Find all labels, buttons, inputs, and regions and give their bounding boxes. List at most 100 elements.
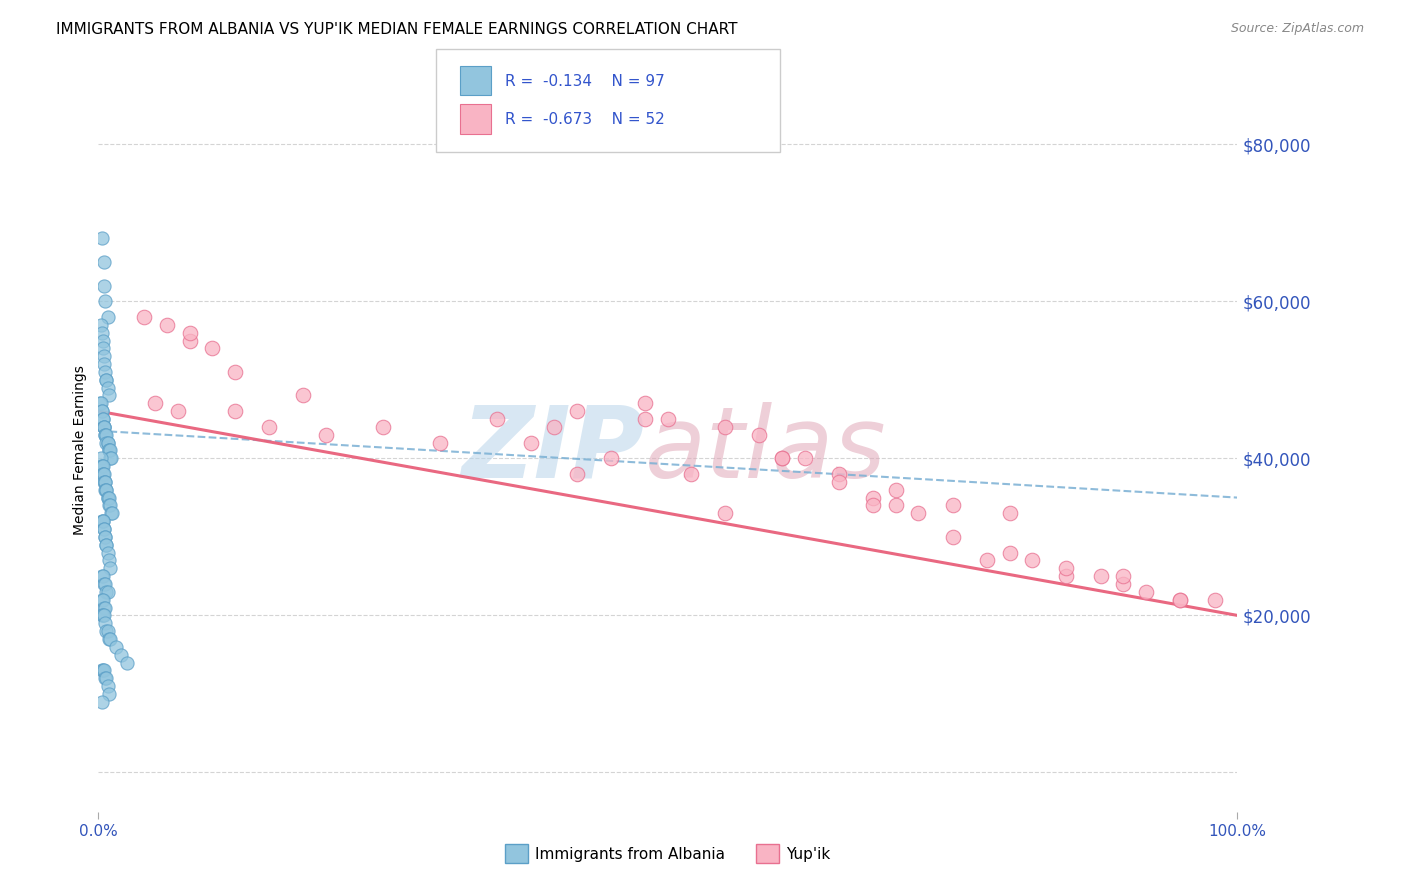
Point <box>94 530 117 544</box>
Point <box>486 412 509 426</box>
Point <box>96 624 118 639</box>
Point <box>94 530 117 544</box>
Point <box>96 538 118 552</box>
Point <box>104 640 127 654</box>
Point <box>828 467 851 481</box>
Point <box>96 435 118 450</box>
Point <box>90 451 112 466</box>
Point <box>90 404 112 418</box>
Text: IMMIGRANTS FROM ALBANIA VS YUP'IK MEDIAN FEMALE EARNINGS CORRELATION CHART: IMMIGRANTS FROM ALBANIA VS YUP'IK MEDIAN… <box>56 22 738 37</box>
Y-axis label: Median Female Earnings: Median Female Earnings <box>73 366 87 535</box>
Point <box>600 451 623 466</box>
Point <box>93 577 115 591</box>
Point <box>93 608 115 623</box>
Point <box>259 420 281 434</box>
Point <box>90 404 112 418</box>
Point <box>714 506 737 520</box>
Point <box>91 569 114 583</box>
Point <box>94 294 117 309</box>
Point <box>315 427 337 442</box>
Point <box>96 435 118 450</box>
Point <box>96 427 118 442</box>
Point <box>100 451 122 466</box>
Point <box>565 404 588 418</box>
Point <box>179 334 201 348</box>
Point <box>93 420 115 434</box>
Point <box>292 388 315 402</box>
Point <box>93 420 115 434</box>
Point <box>94 427 117 442</box>
Point <box>101 506 124 520</box>
Point <box>93 255 115 269</box>
Point <box>90 569 112 583</box>
Point <box>91 514 114 528</box>
Point <box>96 310 118 324</box>
Point <box>998 545 1021 559</box>
Point <box>90 318 112 332</box>
Point <box>98 451 121 466</box>
Point <box>91 342 114 356</box>
Point <box>90 459 112 474</box>
Point <box>90 695 112 709</box>
Point <box>543 420 565 434</box>
Point <box>97 443 120 458</box>
Point <box>1056 561 1078 575</box>
Point <box>90 231 112 245</box>
Point <box>770 451 793 466</box>
Point <box>91 334 114 348</box>
Point <box>115 656 138 670</box>
Point <box>98 499 121 513</box>
Point <box>224 404 246 418</box>
Point <box>97 553 120 567</box>
Point <box>96 671 118 685</box>
Point <box>1112 577 1135 591</box>
Point <box>93 522 115 536</box>
Point <box>679 467 702 481</box>
Point <box>110 648 132 662</box>
Point <box>770 451 793 466</box>
Point <box>884 483 907 497</box>
Point <box>93 349 115 363</box>
Point <box>90 592 112 607</box>
Point <box>862 491 884 505</box>
Point <box>96 584 118 599</box>
Point <box>90 608 112 623</box>
Point <box>93 278 115 293</box>
Point <box>942 499 965 513</box>
Point <box>96 491 118 505</box>
Point <box>224 365 246 379</box>
Point <box>520 435 543 450</box>
Point <box>167 404 190 418</box>
Text: atlas: atlas <box>645 402 887 499</box>
Point <box>96 483 118 497</box>
Point <box>90 459 112 474</box>
Point <box>96 538 118 552</box>
Point <box>132 310 155 324</box>
Point <box>94 616 117 631</box>
Point <box>91 459 114 474</box>
Point <box>942 530 965 544</box>
Point <box>828 475 851 489</box>
Point <box>93 522 115 536</box>
Point <box>96 491 118 505</box>
Point <box>91 608 114 623</box>
Point <box>91 514 114 528</box>
Point <box>1135 584 1157 599</box>
Point <box>748 427 770 442</box>
Point <box>93 664 115 678</box>
Point <box>714 420 737 434</box>
Point <box>98 561 121 575</box>
Point <box>93 357 115 371</box>
Text: R =  -0.134    N = 97: R = -0.134 N = 97 <box>505 74 665 88</box>
Point <box>96 679 118 693</box>
Point <box>1170 592 1192 607</box>
Point <box>97 388 120 402</box>
Point <box>179 326 201 340</box>
Point <box>793 451 815 466</box>
Point <box>91 664 114 678</box>
Point <box>91 467 114 481</box>
Point <box>91 592 114 607</box>
Point <box>98 632 121 646</box>
Point <box>907 506 929 520</box>
Point <box>156 318 179 332</box>
